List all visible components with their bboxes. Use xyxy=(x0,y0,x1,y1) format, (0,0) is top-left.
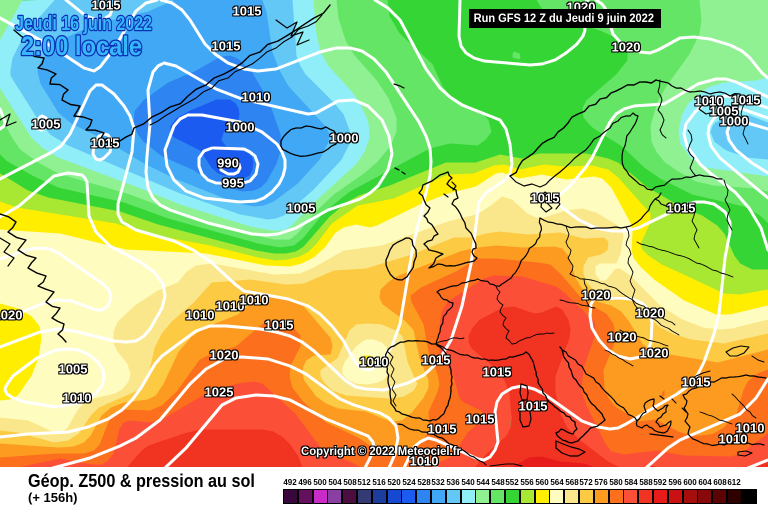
svg-text:2:00 locale: 2:00 locale xyxy=(21,31,142,60)
svg-text:Jeudi 16 juin 2022: Jeudi 16 juin 2022 xyxy=(15,13,152,35)
